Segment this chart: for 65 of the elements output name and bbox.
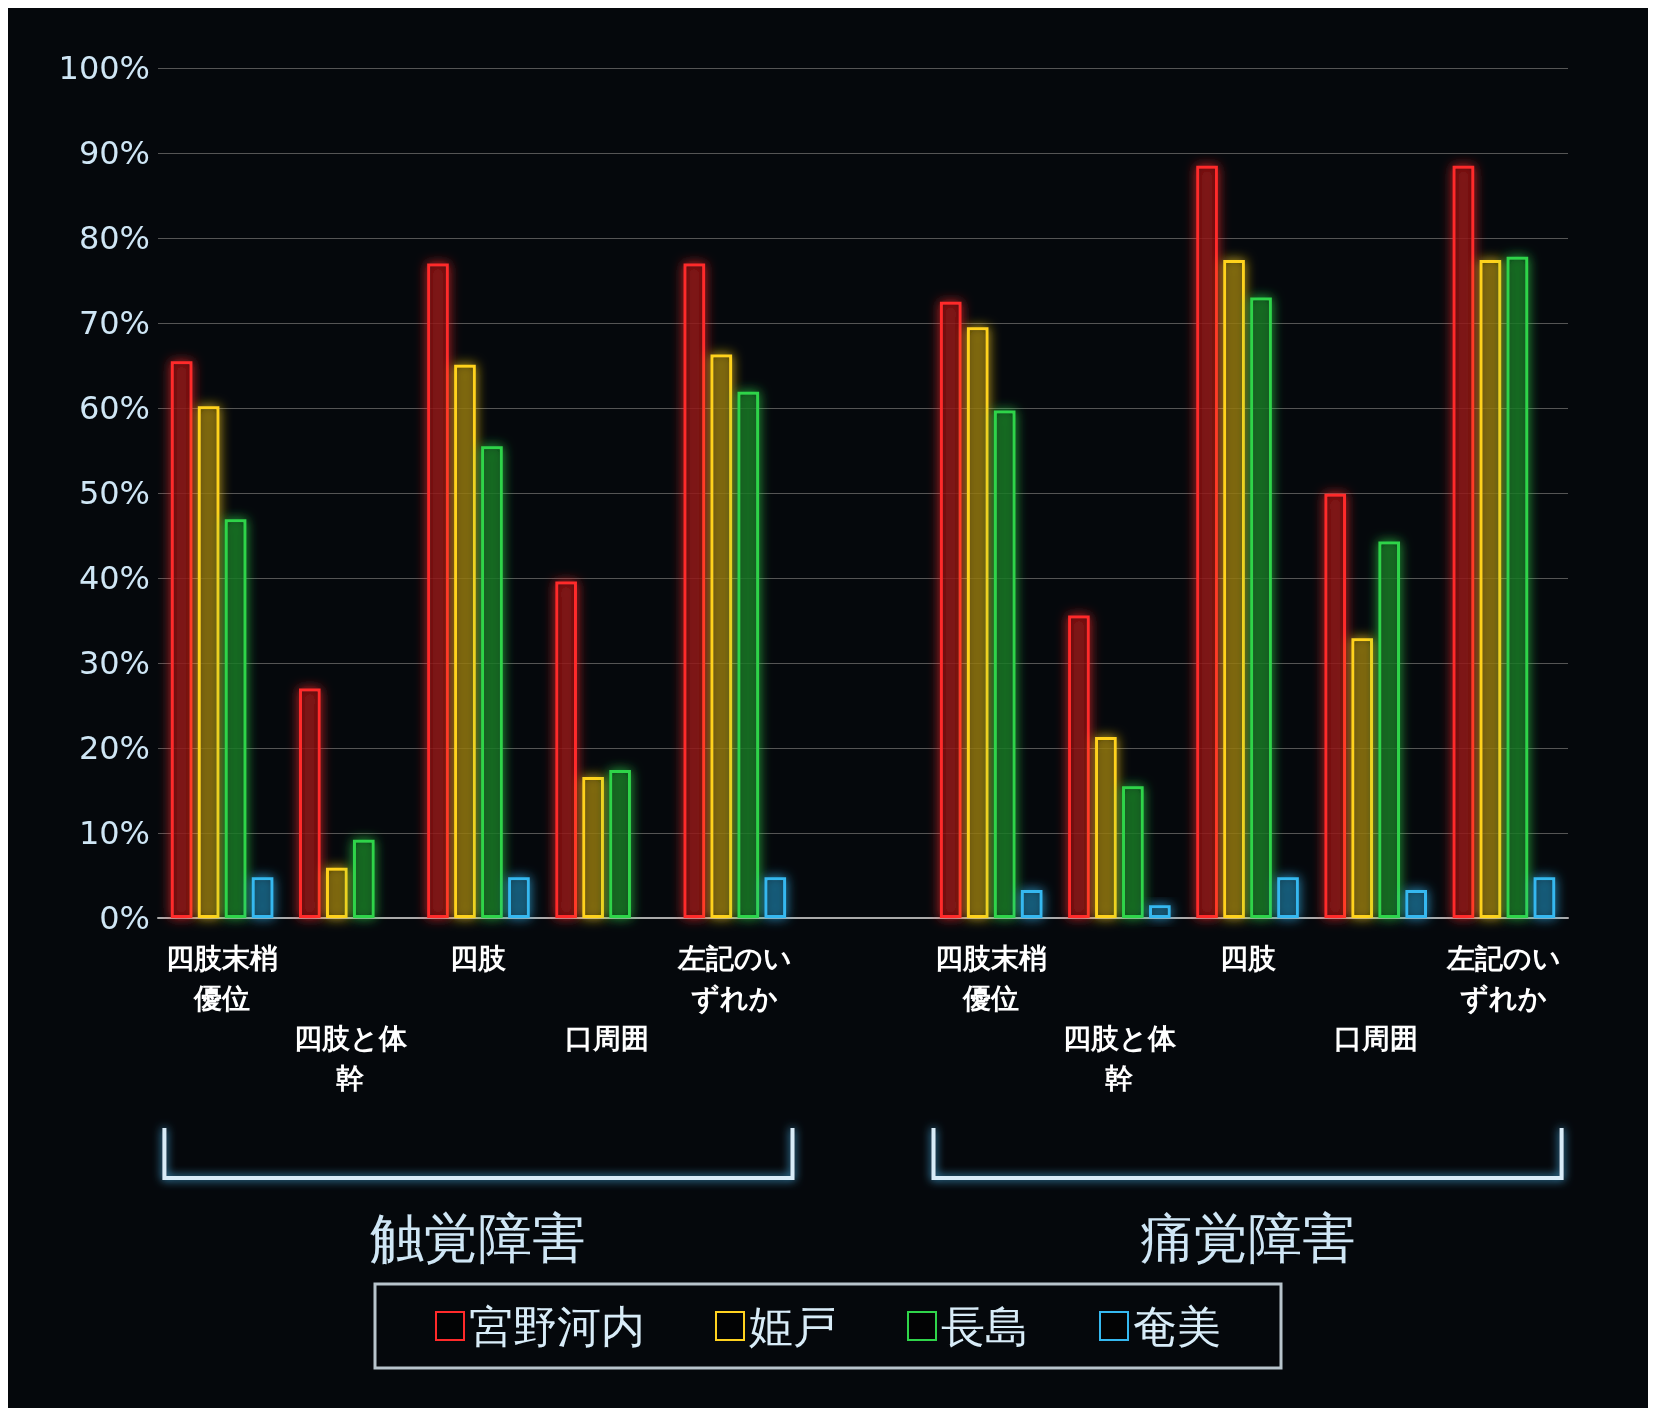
bar [251, 877, 274, 918]
y-tick-label: 100% [58, 49, 150, 87]
bar [1378, 541, 1401, 918]
x-tick-label: 四肢末梢優位 [166, 941, 279, 1015]
y-tick-label: 90% [78, 134, 150, 172]
x-tick-label: 四肢 [450, 941, 508, 975]
x-tick-label: 口周囲 [564, 1021, 649, 1055]
y-tick-label: 0% [99, 899, 150, 937]
bar [352, 839, 375, 918]
bar [1479, 260, 1502, 918]
bar [1196, 165, 1218, 918]
bar [508, 877, 530, 918]
text: 痛覚障害 [1139, 1206, 1356, 1270]
text: 触覚障害 [370, 1206, 587, 1270]
x-tick-label: 四肢末梢優位 [935, 941, 1048, 1015]
bar [481, 446, 503, 918]
bar [555, 581, 577, 918]
bar [170, 361, 193, 918]
bar [939, 301, 962, 918]
y-tick-label: 10% [78, 814, 150, 852]
bar [764, 877, 787, 918]
y-tick-label: 50% [78, 474, 150, 512]
bar [1250, 297, 1272, 918]
x-tick-label: 四肢と体幹 [293, 1021, 408, 1095]
bar [299, 688, 321, 918]
bar [1405, 889, 1427, 918]
y-tick-label: 40% [78, 559, 150, 597]
bar [1095, 736, 1117, 918]
bar [993, 410, 1016, 918]
bar [582, 776, 604, 918]
bar [1020, 889, 1043, 918]
bar [737, 391, 760, 918]
bar [1277, 877, 1299, 918]
y-tick-label: 20% [78, 729, 150, 767]
bar [197, 406, 220, 918]
x-tick-label: 口周囲 [1333, 1021, 1418, 1055]
bar [1223, 260, 1245, 918]
bar [454, 364, 476, 918]
bar [1351, 638, 1374, 918]
bar [325, 867, 348, 918]
bar [1122, 786, 1144, 918]
y-tick-label: 30% [78, 644, 150, 682]
y-tick-label: 70% [78, 304, 150, 342]
x-tick-label: 左記のいずれか [1445, 941, 1561, 1015]
x-tick-label: 四肢 [1219, 941, 1277, 975]
bar [966, 327, 989, 918]
bar [1506, 256, 1529, 918]
bar [1149, 905, 1171, 918]
legend-label: 姫戸 [749, 1300, 837, 1352]
y-tick-label: 80% [78, 219, 150, 257]
bar [683, 263, 706, 918]
bar [224, 519, 247, 918]
legend-label: 宮野河内 [469, 1300, 645, 1352]
bar [1452, 165, 1475, 918]
bar [1068, 615, 1090, 918]
bar [609, 770, 631, 918]
bar [710, 354, 733, 918]
legend-label: 奄美 [1133, 1300, 1221, 1352]
x-tick-label: 左記のいずれか [676, 941, 792, 1015]
bar [1324, 493, 1347, 918]
bar [427, 263, 449, 918]
bar [1533, 877, 1556, 918]
x-tick-label: 四肢と体幹 [1062, 1021, 1177, 1095]
legend-label: 長島 [941, 1300, 1029, 1352]
y-tick-label: 60% [78, 389, 150, 427]
